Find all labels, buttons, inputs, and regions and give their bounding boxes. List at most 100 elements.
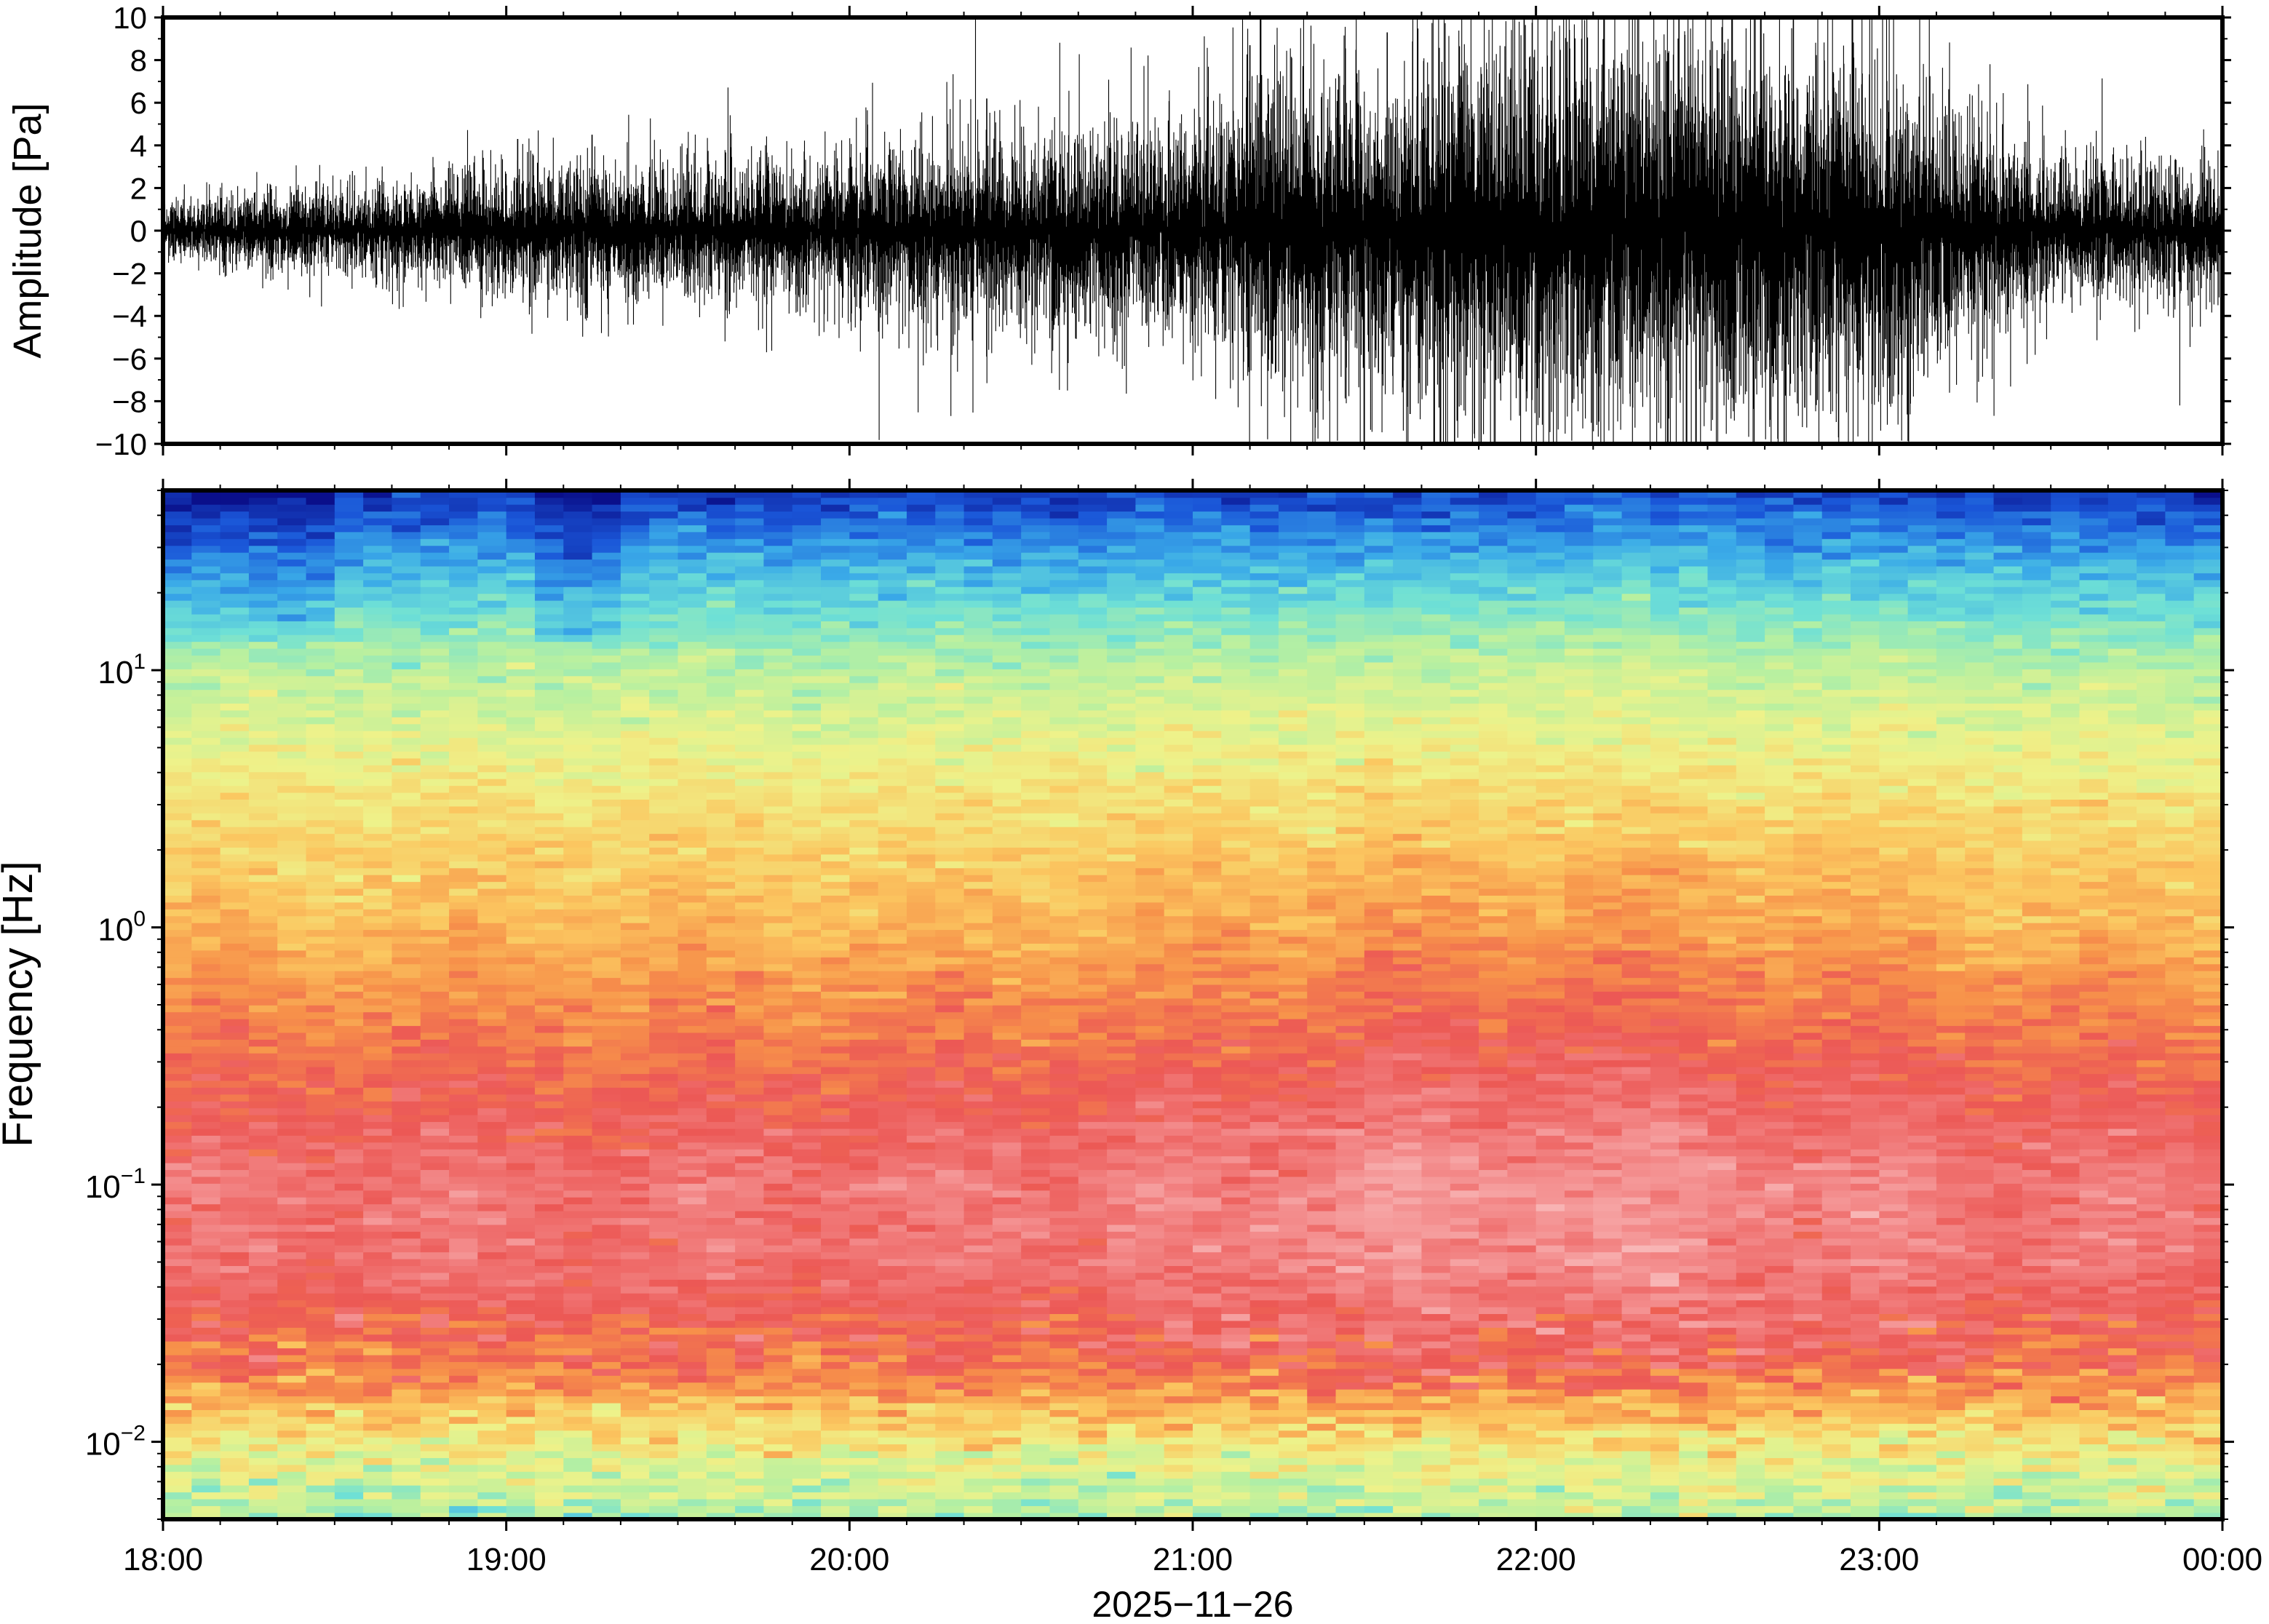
spectrogram-cell [1335, 1238, 1365, 1246]
spectrogram-cell [220, 1375, 250, 1383]
spectrogram-cell [2107, 1251, 2137, 1259]
spectrogram-cell [935, 1409, 965, 1417]
spectrogram-cell [1879, 1327, 1909, 1335]
spectrogram-cell [220, 1505, 250, 1513]
spectrogram-cell [2079, 1238, 2109, 1246]
spectrogram-cell [334, 1313, 364, 1321]
spectrogram-cell [1249, 1492, 1279, 1500]
spectrogram-cell [1679, 1320, 1709, 1328]
spectrogram-cell [792, 1080, 822, 1088]
spectrogram-cell [1479, 1306, 1509, 1314]
spectrogram-cell [1936, 1286, 1966, 1294]
spectrogram-cell [449, 1100, 479, 1109]
spectrogram-cell [935, 1368, 965, 1376]
spectrogram-cell [649, 1327, 679, 1335]
spectrogram-cell [592, 1498, 621, 1506]
spectrogram-cell [392, 1114, 421, 1123]
spectrogram-cell [2165, 1196, 2195, 1205]
spectrogram-cell [2107, 1238, 2137, 1246]
spectrogram-cell [1193, 1444, 1223, 1452]
spectrogram-cell [1707, 1430, 1737, 1438]
spectrogram-cell [1936, 1265, 1966, 1273]
spectrogram-cell [992, 1135, 1022, 1143]
spectrogram-cell [563, 1073, 593, 1081]
spectrogram-cell [821, 1203, 851, 1211]
spectrogram-cell [534, 1224, 565, 1232]
spectrogram-cell [1907, 1114, 1937, 1123]
spectrogram-cell [1821, 1169, 1851, 1177]
spectrogram-cell [2165, 1094, 2195, 1102]
spectrogram-cell [1679, 1162, 1709, 1171]
spectrogram-cell [1621, 1492, 1651, 1500]
spectrogram-cell [2079, 1457, 2109, 1465]
spectrogram-cell [392, 1190, 421, 1198]
spectrogram-cell [620, 1313, 650, 1321]
spectrogram-cell [1593, 1094, 1623, 1102]
spectrogram-cell [1765, 1292, 1795, 1301]
spectrogram-cell [1450, 1327, 1479, 1335]
spectrogram-cell [277, 1059, 307, 1067]
spectrogram-cell [620, 1368, 650, 1376]
spectrogram-cell [1450, 1478, 1479, 1486]
spectrogram-cell [477, 1183, 507, 1191]
spectrogram-cell [1421, 1073, 1451, 1081]
spectrogram-cell [1393, 1361, 1423, 1369]
spectrogram-cell [1107, 1340, 1137, 1349]
spectrogram-cell [1564, 1272, 1594, 1280]
spectrogram-cell [1307, 1279, 1337, 1287]
spectrogram-cell [706, 1279, 736, 1287]
spectrogram-cell [592, 1244, 621, 1253]
spectrogram-cell [1107, 1361, 1137, 1369]
spectrogram-cell [1965, 1162, 1995, 1171]
spectrogram-cell [1851, 1231, 1880, 1239]
spectrogram-cell [849, 1231, 879, 1239]
spectrogram-cell [477, 1430, 507, 1438]
spectrogram-cell [963, 1238, 993, 1246]
spectrogram-cell [1993, 1471, 2023, 1479]
spectrogram-cell [1479, 1464, 1509, 1472]
spectrogram-cell [992, 1231, 1022, 1239]
spectrogram-cell [1993, 1142, 2023, 1150]
spectrogram-cell [1307, 1505, 1337, 1513]
spectrogram-cell [1507, 1190, 1537, 1198]
spectrogram-cell [592, 1327, 621, 1335]
spectrogram-cell [1421, 1306, 1451, 1314]
spectrogram-cell [1193, 1368, 1223, 1376]
spectrogram-cell [935, 1388, 965, 1397]
spectrogram-cell [1679, 1135, 1709, 1143]
spectrogram-cell [1564, 1498, 1594, 1506]
spectrogram-cell [1535, 1094, 1565, 1102]
spectrogram-cell [1450, 1471, 1479, 1479]
spectrogram-cell [992, 1279, 1022, 1287]
spectrogram-cell [1421, 1478, 1451, 1486]
spectrogram-cell [906, 1128, 937, 1136]
spectrogram-cell [191, 1231, 221, 1239]
spectrogram-cell [1221, 1505, 1251, 1513]
spectrogram-cell [2137, 1238, 2166, 1246]
spectrogram-cell [1021, 1450, 1051, 1458]
spectrogram-cell [1621, 1286, 1651, 1294]
spectrogram-cell [1736, 1135, 1765, 1143]
spectrogram-cell [1278, 1100, 1308, 1109]
spectrogram-cell [906, 1327, 937, 1335]
spectrogram-cell [1107, 1498, 1137, 1506]
spectrogram-cell [2022, 1444, 2051, 1452]
spectrogram-cell [163, 1217, 193, 1225]
spectrogram-cell [1078, 1258, 1108, 1267]
spectrogram-cell [649, 1423, 679, 1431]
spectrogram-cell [620, 1128, 650, 1136]
spectrogram-cell [1793, 1450, 1823, 1458]
spectrogram-cell [1364, 1135, 1394, 1143]
spectrogram-cell [1164, 1142, 1193, 1150]
spectrogram-cell [1479, 1492, 1509, 1500]
spectrogram-cell [878, 1423, 907, 1431]
spectrogram-cell [649, 1492, 679, 1500]
spectrogram-cell [163, 1444, 193, 1452]
spectrogram-cell [220, 1313, 250, 1321]
spectrogram-cell [1364, 1450, 1394, 1458]
spectrogram-cell [1193, 1340, 1223, 1349]
spectrogram-cell [2051, 1080, 2081, 1088]
spectrogram-cell [248, 1388, 279, 1397]
spectrogram-cell [1851, 1492, 1880, 1500]
spectrogram-cell [306, 1512, 335, 1520]
